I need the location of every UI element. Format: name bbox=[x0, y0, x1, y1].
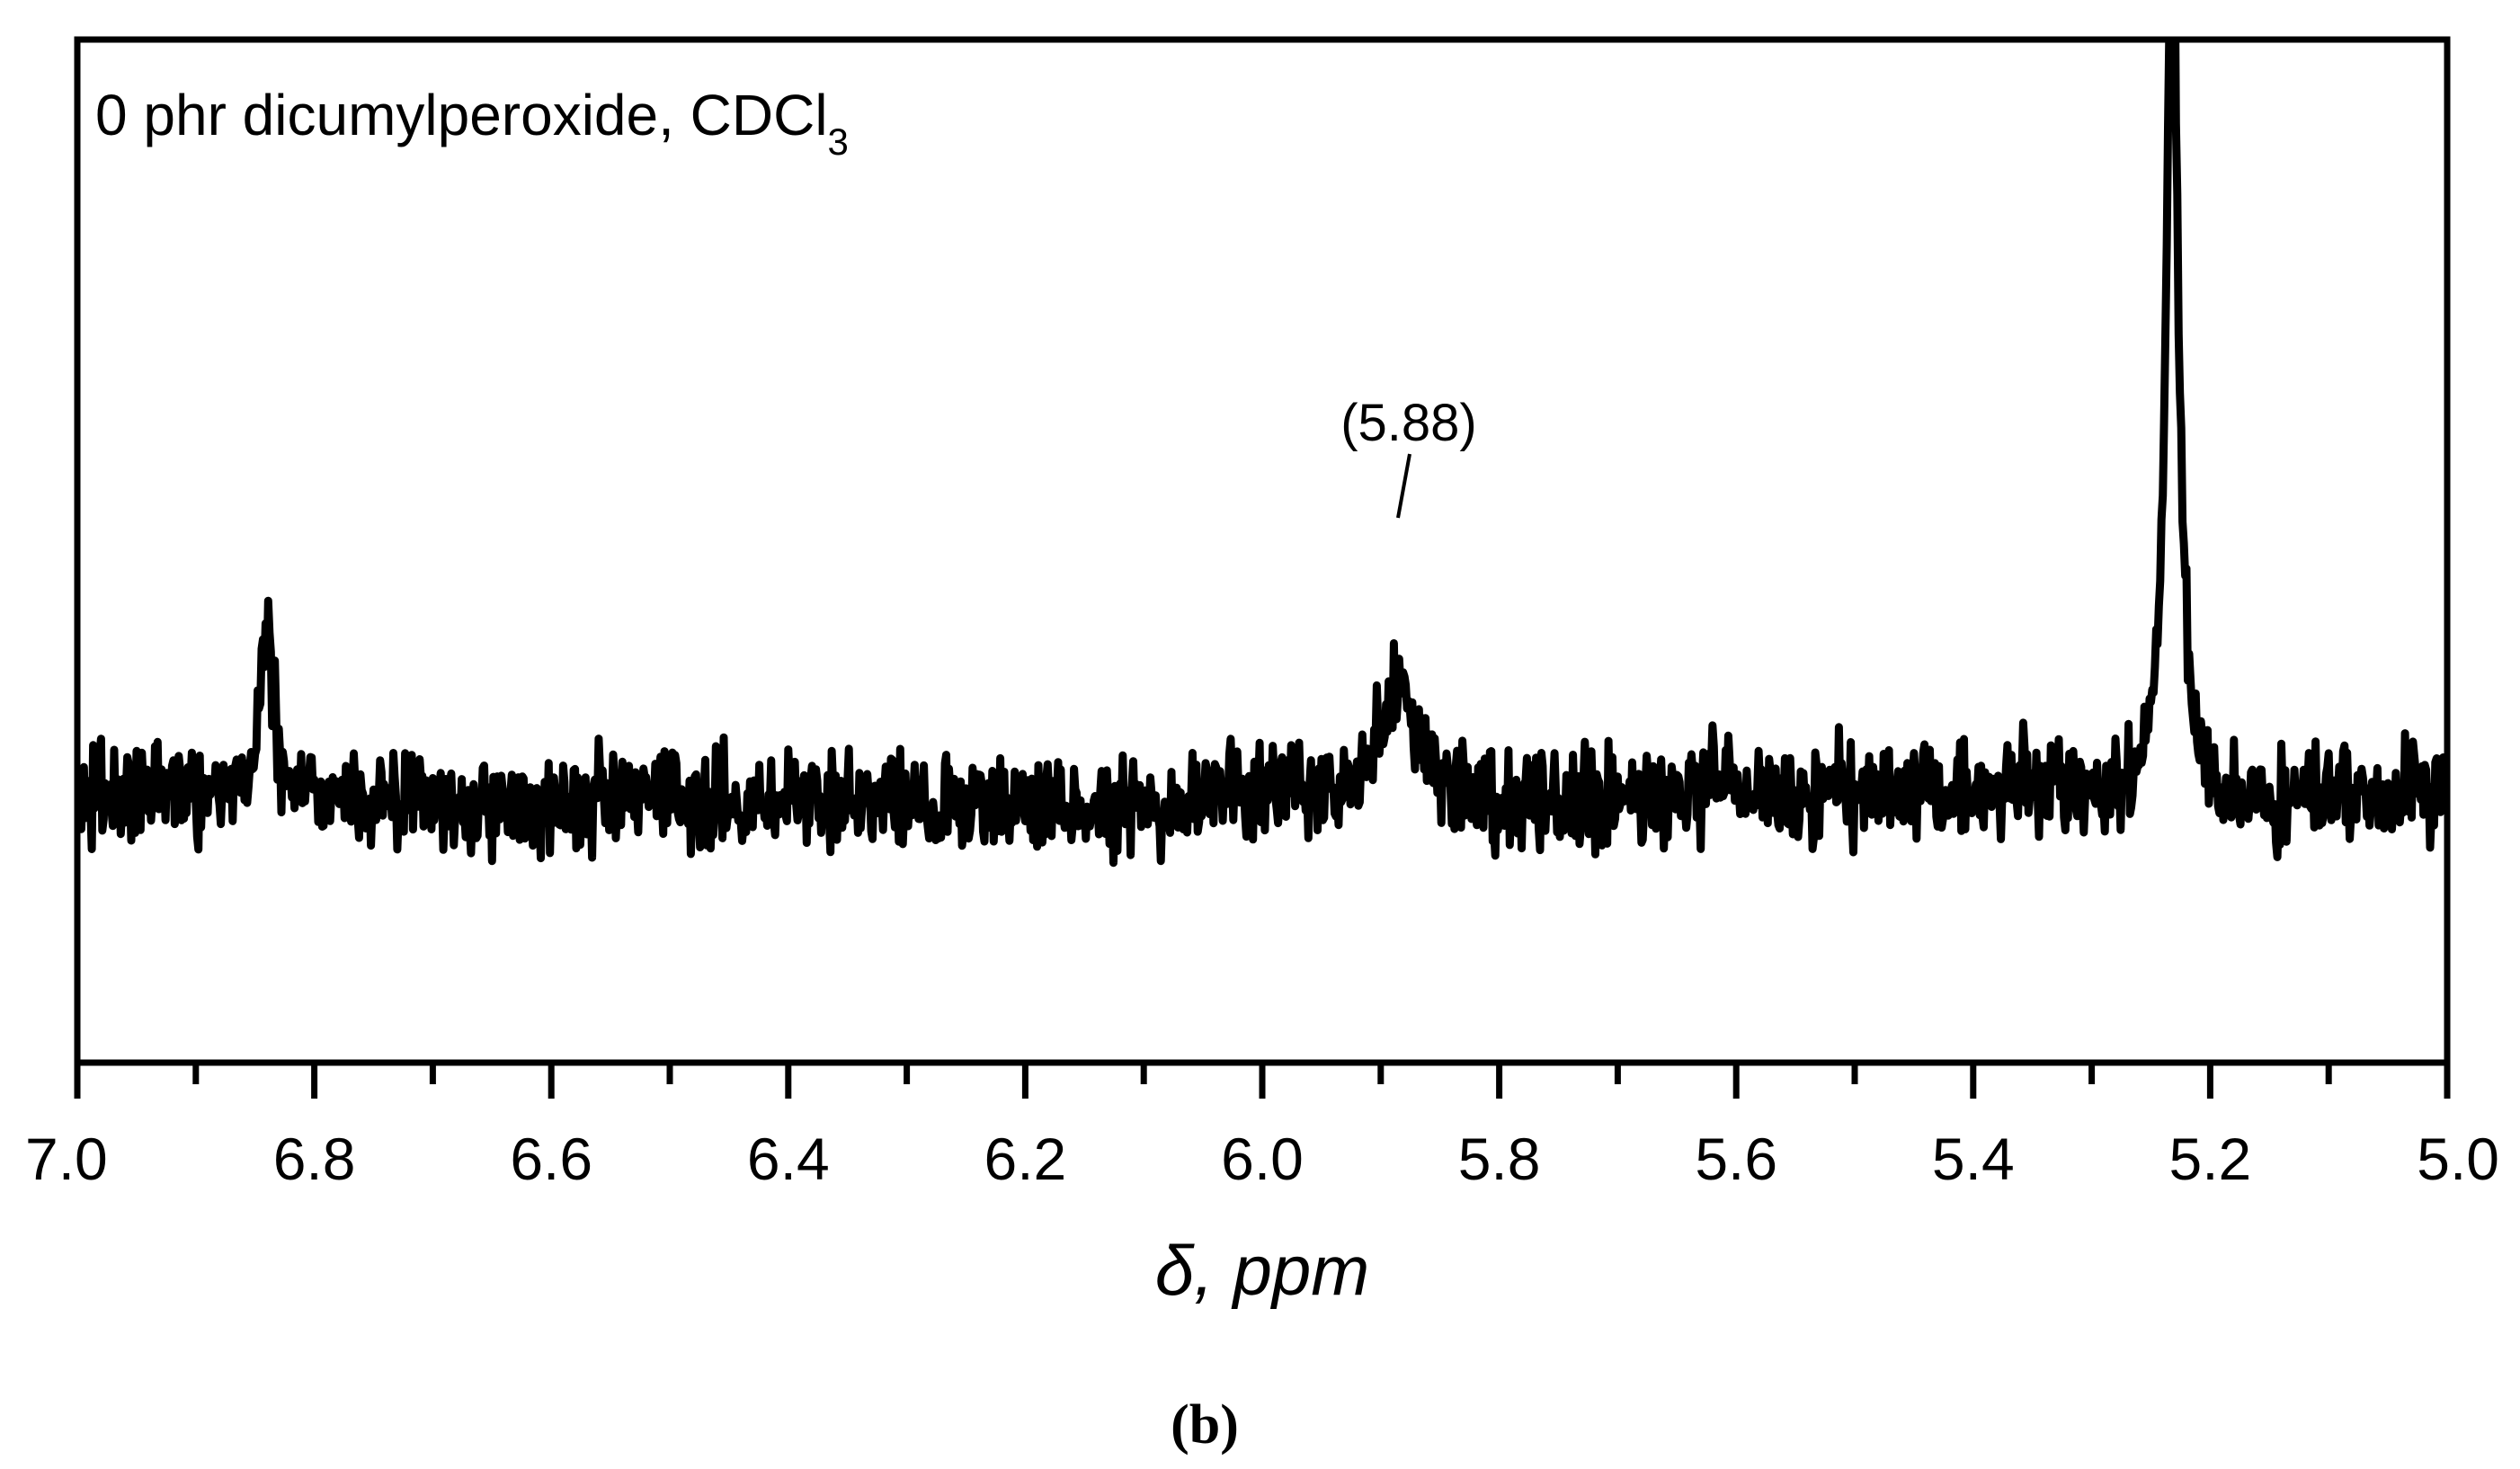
x-tick-label: 6.2 bbox=[984, 1126, 1067, 1192]
spectrum-area bbox=[77, 40, 2447, 868]
x-tick-label: 5.6 bbox=[1695, 1126, 1777, 1192]
x-axis-tick-labels: 7.0 6.8 6.6 6.4 6.2 6.0 5.8 5.6 5.4 5.2 5.0 bbox=[25, 1126, 2499, 1192]
x-tick-label: 5.0 bbox=[2417, 1126, 2499, 1192]
spectrum-series-line bbox=[77, 40, 2447, 868]
x-tick-label: 7.0 bbox=[25, 1126, 108, 1192]
x-tick-label: 5.8 bbox=[1458, 1126, 1541, 1192]
panel-label: (b) bbox=[1171, 1394, 1239, 1456]
plot-frame bbox=[74, 36, 2451, 1066]
sample-label: 0 phr dicumylperoxide, CDCl3 bbox=[95, 83, 849, 163]
x-axis-title: δ, ppm bbox=[1155, 1231, 1369, 1310]
x-tick-label: 6.6 bbox=[510, 1126, 592, 1192]
peak-annotation-leader bbox=[1396, 453, 1411, 519]
x-tick-label: 6.4 bbox=[747, 1126, 830, 1192]
peak-annotation-label: (5.88) bbox=[1340, 394, 1477, 452]
x-tick-label: 6.8 bbox=[273, 1126, 356, 1192]
x-tick-label: 5.4 bbox=[1932, 1126, 2015, 1192]
sample-label-subscript: 3 bbox=[828, 120, 849, 163]
x-tick-label: 5.2 bbox=[2169, 1126, 2252, 1192]
x-axis-ticks bbox=[74, 1063, 2451, 1099]
x-tick-label: 6.0 bbox=[1221, 1126, 1304, 1192]
